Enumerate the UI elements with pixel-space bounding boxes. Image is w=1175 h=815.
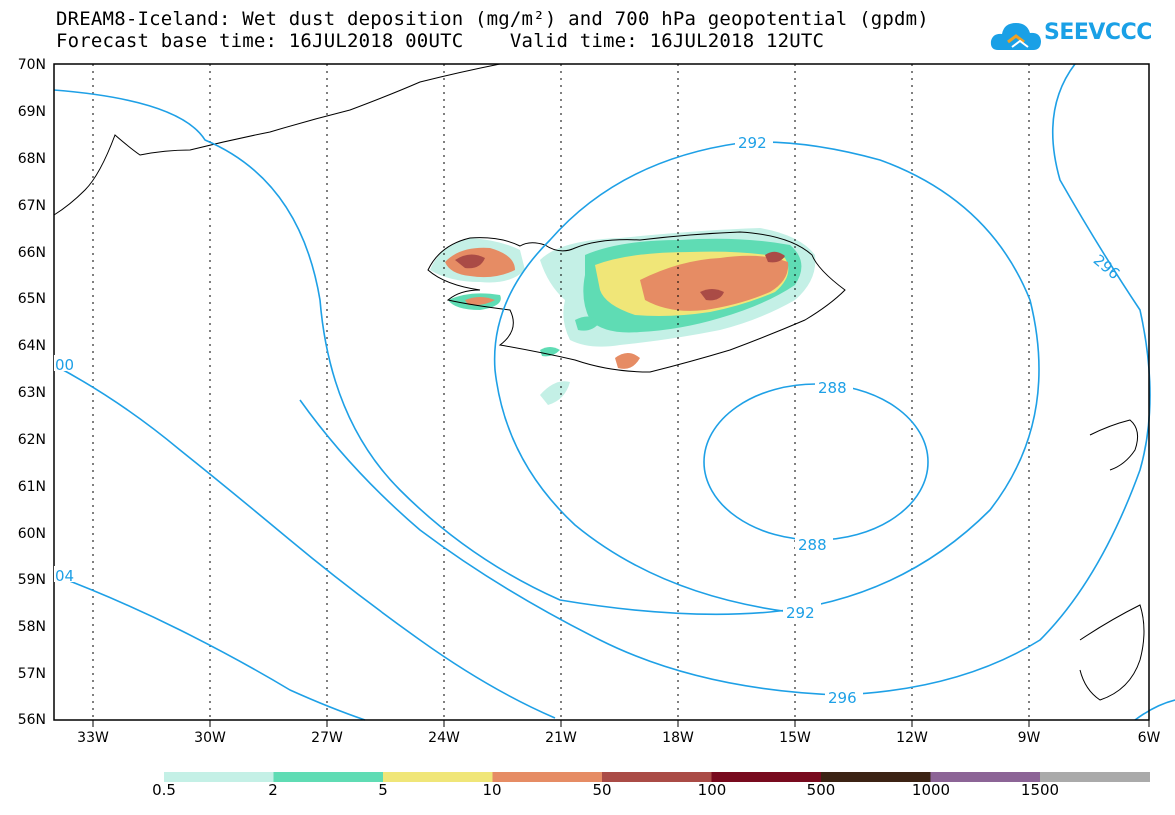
contour-label-300-left: 00 [55, 356, 74, 374]
lat-label: 60N [17, 526, 46, 542]
map-frame [53, 63, 1150, 721]
lat-label: 58N [17, 619, 46, 635]
lon-label: 15W [779, 730, 811, 746]
lat-label: 56N [17, 712, 46, 728]
lon-label: 27W [311, 730, 343, 746]
dust-deposition-layer [430, 228, 816, 405]
lon-label: 33W [77, 730, 109, 746]
colorbar-swatch [164, 772, 274, 782]
lon-label: 24W [428, 730, 460, 746]
map-subtitle-times: Forecast base time: 16JUL2018 00UTC Vali… [56, 30, 825, 52]
seevccc-logo-text: SEEVCCC [1044, 20, 1152, 45]
colorbar-label: 10 [482, 781, 502, 799]
colorbar-swatch [273, 772, 384, 782]
lat-label: 69N [17, 104, 46, 120]
colorbar-label: 1500 [1020, 781, 1060, 799]
lat-label: 67N [17, 198, 46, 214]
contour-label-296-right: 296 [1090, 251, 1124, 283]
colorbar-swatch [383, 772, 493, 782]
colorbar-swatch [821, 772, 931, 782]
axis-ticks [92, 720, 1150, 727]
colorbar-swatch [1040, 772, 1150, 782]
contour-label-296-bottom: 296 [828, 689, 857, 707]
coastlines [53, 63, 1145, 701]
lon-label: 30W [194, 730, 226, 746]
lon-label: 21W [545, 730, 577, 746]
colorbar-label: 2 [268, 781, 278, 799]
colorbar-label: 0.5 [152, 781, 176, 799]
lat-label: 70N [17, 57, 46, 73]
contour-label-288-bottom: 288 [798, 536, 827, 554]
geopotential-contours [53, 63, 1175, 721]
colorbar-swatch [930, 772, 1041, 782]
colorbar-swatch [492, 772, 603, 782]
contour-label-292-top: 292 [738, 134, 767, 152]
lat-label: 61N [17, 479, 46, 495]
colorbar [164, 772, 1150, 782]
lat-label: 64N [17, 338, 46, 354]
seevccc-logo-cloud-icon [990, 23, 1041, 50]
colorbar-label: 100 [697, 781, 727, 799]
lat-label: 68N [17, 151, 46, 167]
contour-labels: 292 288 288 292 296 296 00 04 [54, 133, 1123, 707]
colorbar-label: 5 [378, 781, 388, 799]
colorbar-label: 1000 [911, 781, 951, 799]
lon-label: 6W [1137, 730, 1161, 746]
colorbar-label: 50 [592, 781, 612, 799]
colorbar-swatch [602, 772, 712, 782]
contour-label-292-bottom: 292 [786, 604, 815, 622]
lon-label: 9W [1017, 730, 1041, 746]
map-title: DREAM8-Iceland: Wet dust deposition (mg/… [56, 8, 929, 30]
lon-label: 18W [662, 730, 694, 746]
lat-label: 66N [17, 245, 46, 261]
lat-label: 62N [17, 432, 46, 448]
contour-label-288-top: 288 [818, 379, 847, 397]
lat-label: 63N [17, 385, 46, 401]
lat-label: 57N [17, 666, 46, 682]
lat-label: 65N [17, 291, 46, 307]
colorbar-swatch [711, 772, 822, 782]
colorbar-label: 500 [806, 781, 836, 799]
contour-label-304-left: 04 [55, 567, 74, 585]
lat-label: 59N [17, 572, 46, 588]
lon-label: 12W [896, 730, 928, 746]
